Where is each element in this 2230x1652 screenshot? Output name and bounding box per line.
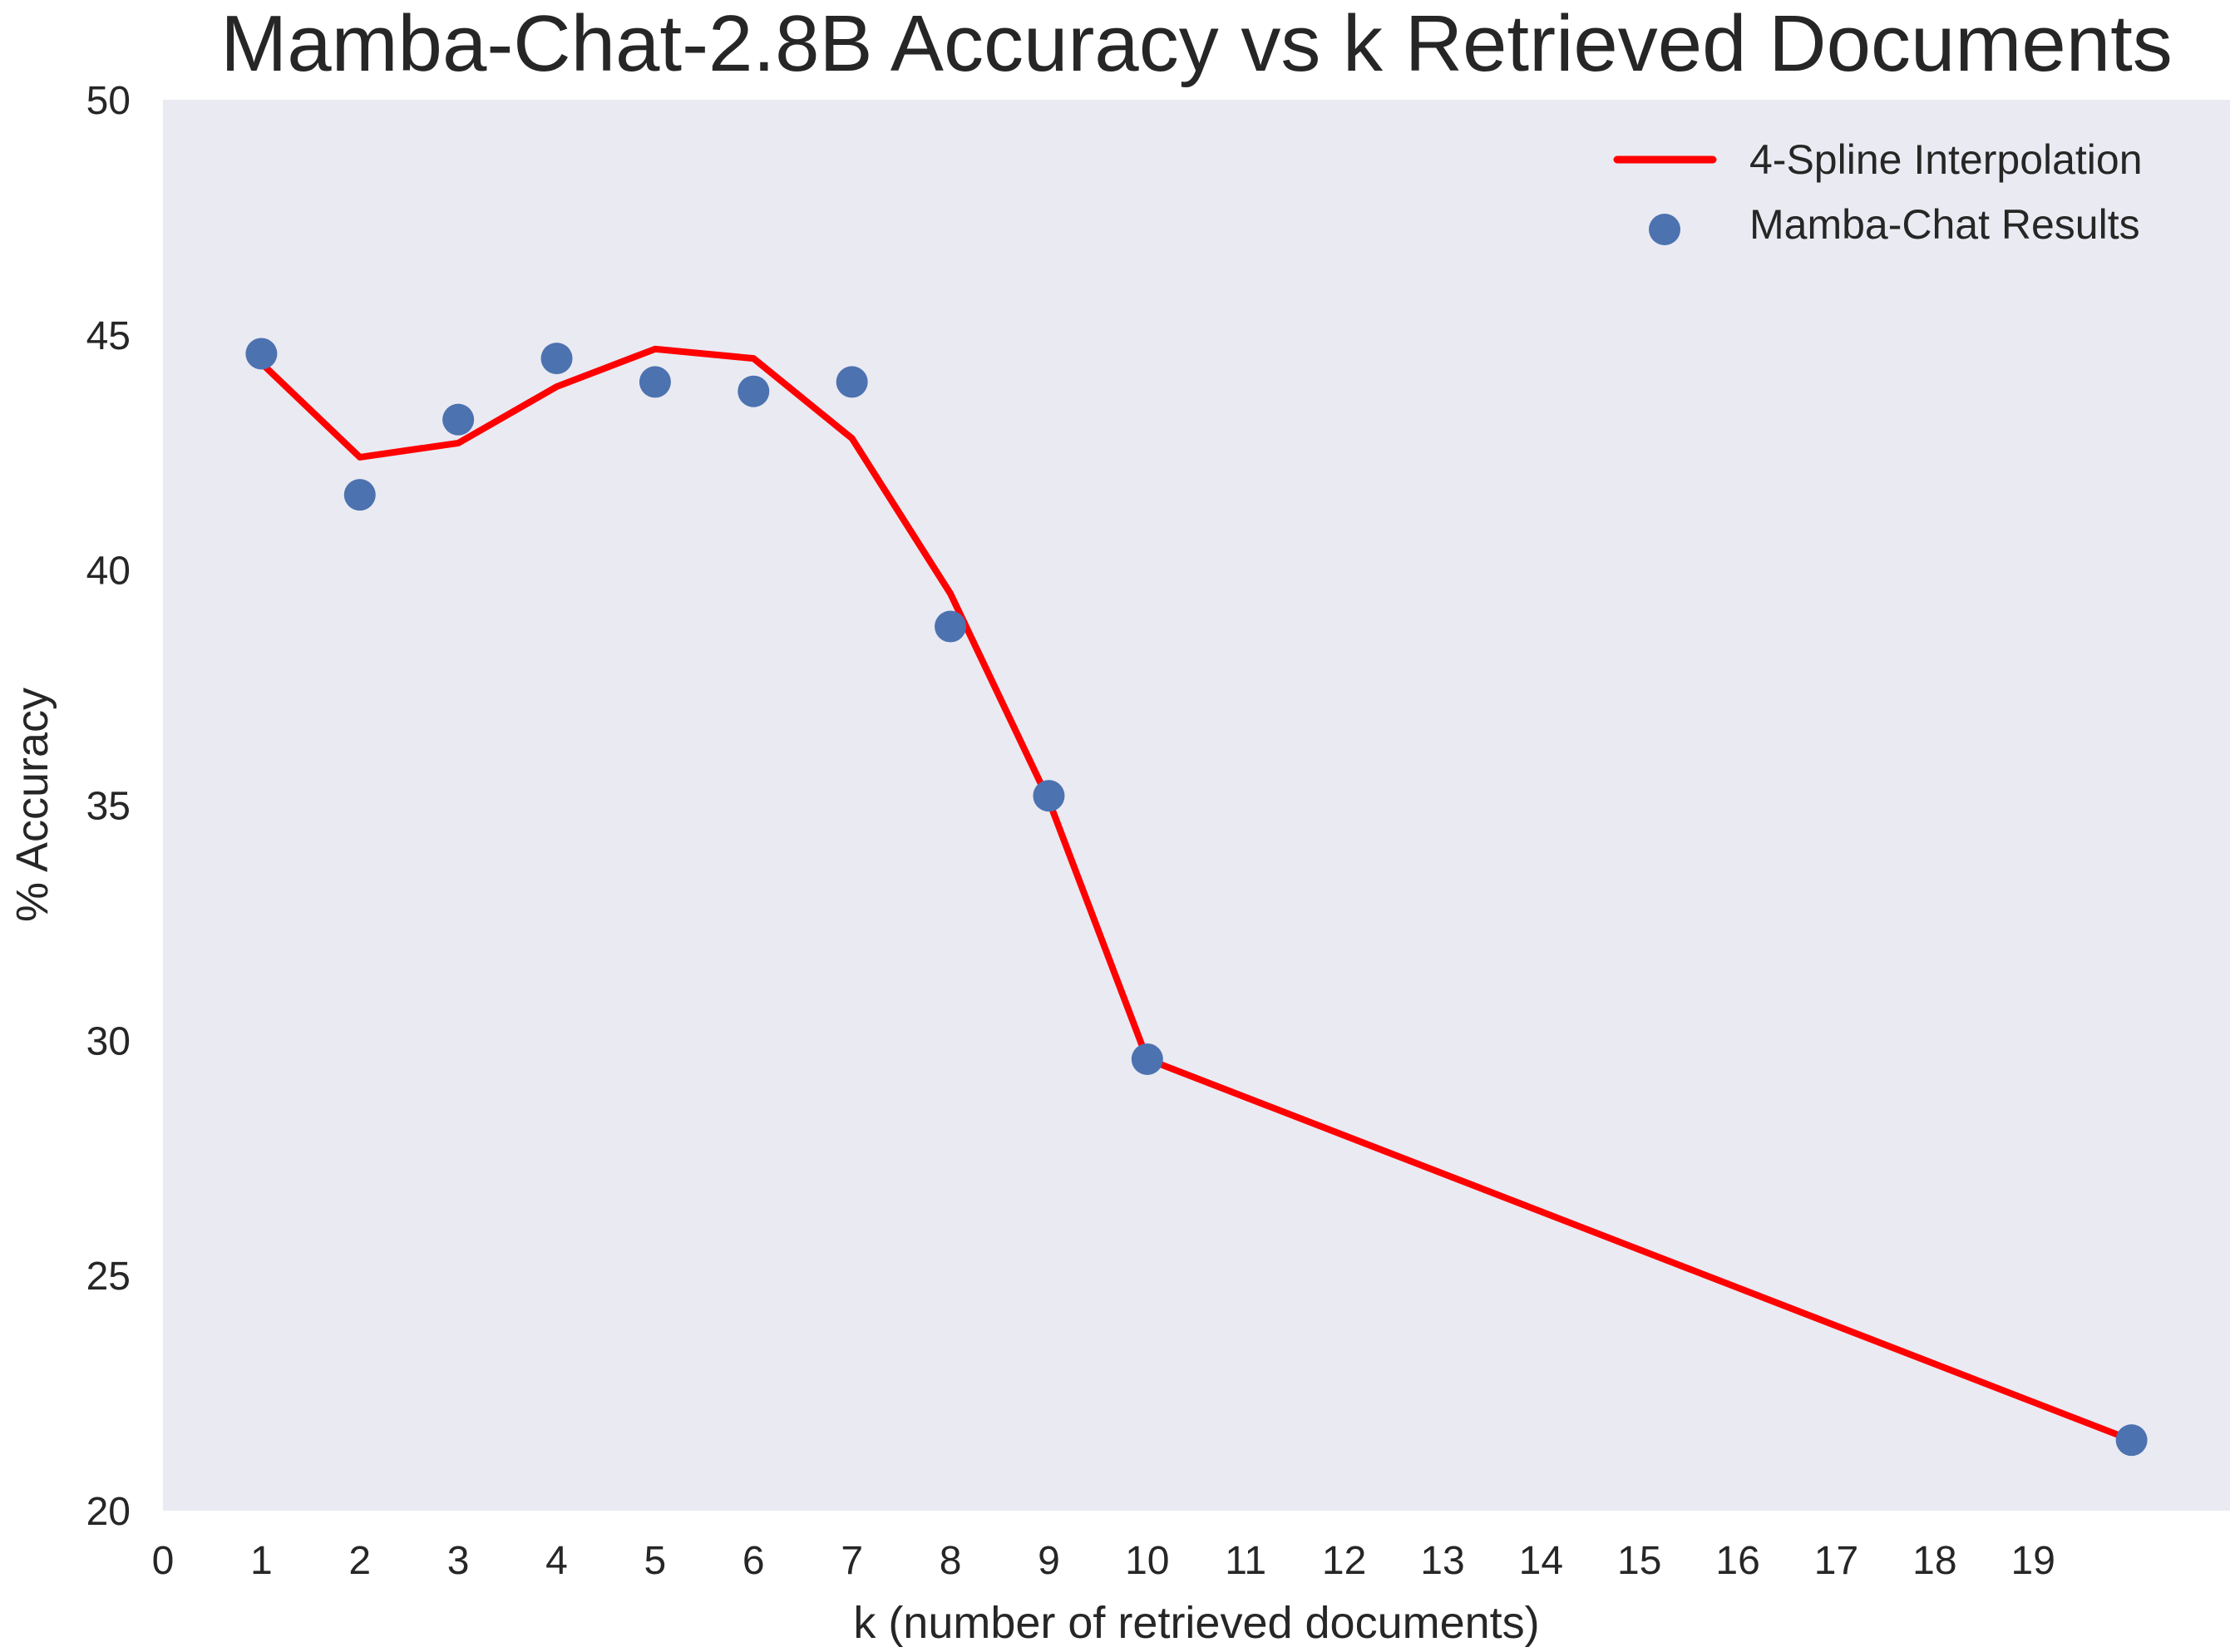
data-point bbox=[245, 338, 278, 370]
x-tick-label: 15 bbox=[1617, 1539, 1661, 1583]
x-tick-label: 2 bbox=[348, 1539, 371, 1583]
x-tick-label: 10 bbox=[1125, 1539, 1169, 1583]
y-tick-label: 50 bbox=[86, 79, 131, 123]
y-tick-label: 25 bbox=[86, 1255, 131, 1299]
data-point bbox=[1131, 1043, 1163, 1075]
interpolation-line bbox=[258, 345, 2135, 1444]
x-tick-label: 17 bbox=[1814, 1539, 1858, 1583]
y-axis-label: % Accuracy bbox=[7, 688, 57, 922]
data-point bbox=[935, 610, 967, 643]
chart-title: Mamba-Chat-2.8B Accuracy vs k Retrieved … bbox=[220, 0, 2173, 88]
data-point bbox=[639, 366, 671, 398]
x-tick-label: 5 bbox=[644, 1539, 667, 1583]
y-tick-label: 45 bbox=[86, 314, 131, 358]
x-tick-label: 6 bbox=[743, 1539, 765, 1583]
x-tick-label: 8 bbox=[940, 1539, 962, 1583]
x-tick-label: 12 bbox=[1322, 1539, 1366, 1583]
x-tick-label: 1 bbox=[250, 1539, 273, 1583]
y-tick-label: 30 bbox=[86, 1019, 131, 1063]
y-tick-label: 35 bbox=[86, 785, 131, 829]
plot-area bbox=[163, 100, 2230, 1511]
data-point bbox=[343, 479, 376, 511]
legend-label-line: 4-Spline Interpolation bbox=[1749, 136, 2143, 183]
data-point bbox=[1033, 780, 1065, 812]
x-tick-labels: 0 1 2 3 4 5 6 7 8 9 10 11 12 13 14 15 16 17 18 19 bbox=[152, 1539, 2055, 1583]
x-tick-label: 14 bbox=[1519, 1539, 1563, 1583]
y-tick-label: 20 bbox=[86, 1490, 131, 1534]
data-point bbox=[442, 403, 475, 436]
x-axis-label: k (number of retrieved documents) bbox=[853, 1598, 1539, 1648]
data-point bbox=[836, 366, 868, 398]
x-tick-label: 4 bbox=[545, 1539, 568, 1583]
y-tick-label: 40 bbox=[86, 550, 131, 594]
x-tick-label: 19 bbox=[2011, 1539, 2055, 1583]
x-tick-label: 0 bbox=[152, 1539, 175, 1583]
x-tick-label: 3 bbox=[447, 1539, 470, 1583]
series-layer bbox=[245, 338, 2148, 1457]
x-tick-label: 11 bbox=[1225, 1539, 1266, 1583]
data-point bbox=[540, 343, 573, 375]
data-point bbox=[2115, 1424, 2148, 1457]
x-tick-label: 7 bbox=[841, 1539, 863, 1583]
y-tick-labels: 20 25 30 35 40 45 50 bbox=[86, 79, 131, 1534]
legend-label-scatter: Mamba-Chat Results bbox=[1749, 201, 2140, 248]
x-tick-label: 18 bbox=[1912, 1539, 1956, 1583]
x-tick-label: 9 bbox=[1038, 1539, 1060, 1583]
legend: 4-Spline Interpolation Mamba-Chat Result… bbox=[1613, 136, 2143, 248]
legend-swatch-dot bbox=[1649, 214, 1680, 245]
x-tick-label: 13 bbox=[1420, 1539, 1464, 1583]
x-tick-label: 16 bbox=[1715, 1539, 1759, 1583]
data-point bbox=[738, 375, 770, 407]
